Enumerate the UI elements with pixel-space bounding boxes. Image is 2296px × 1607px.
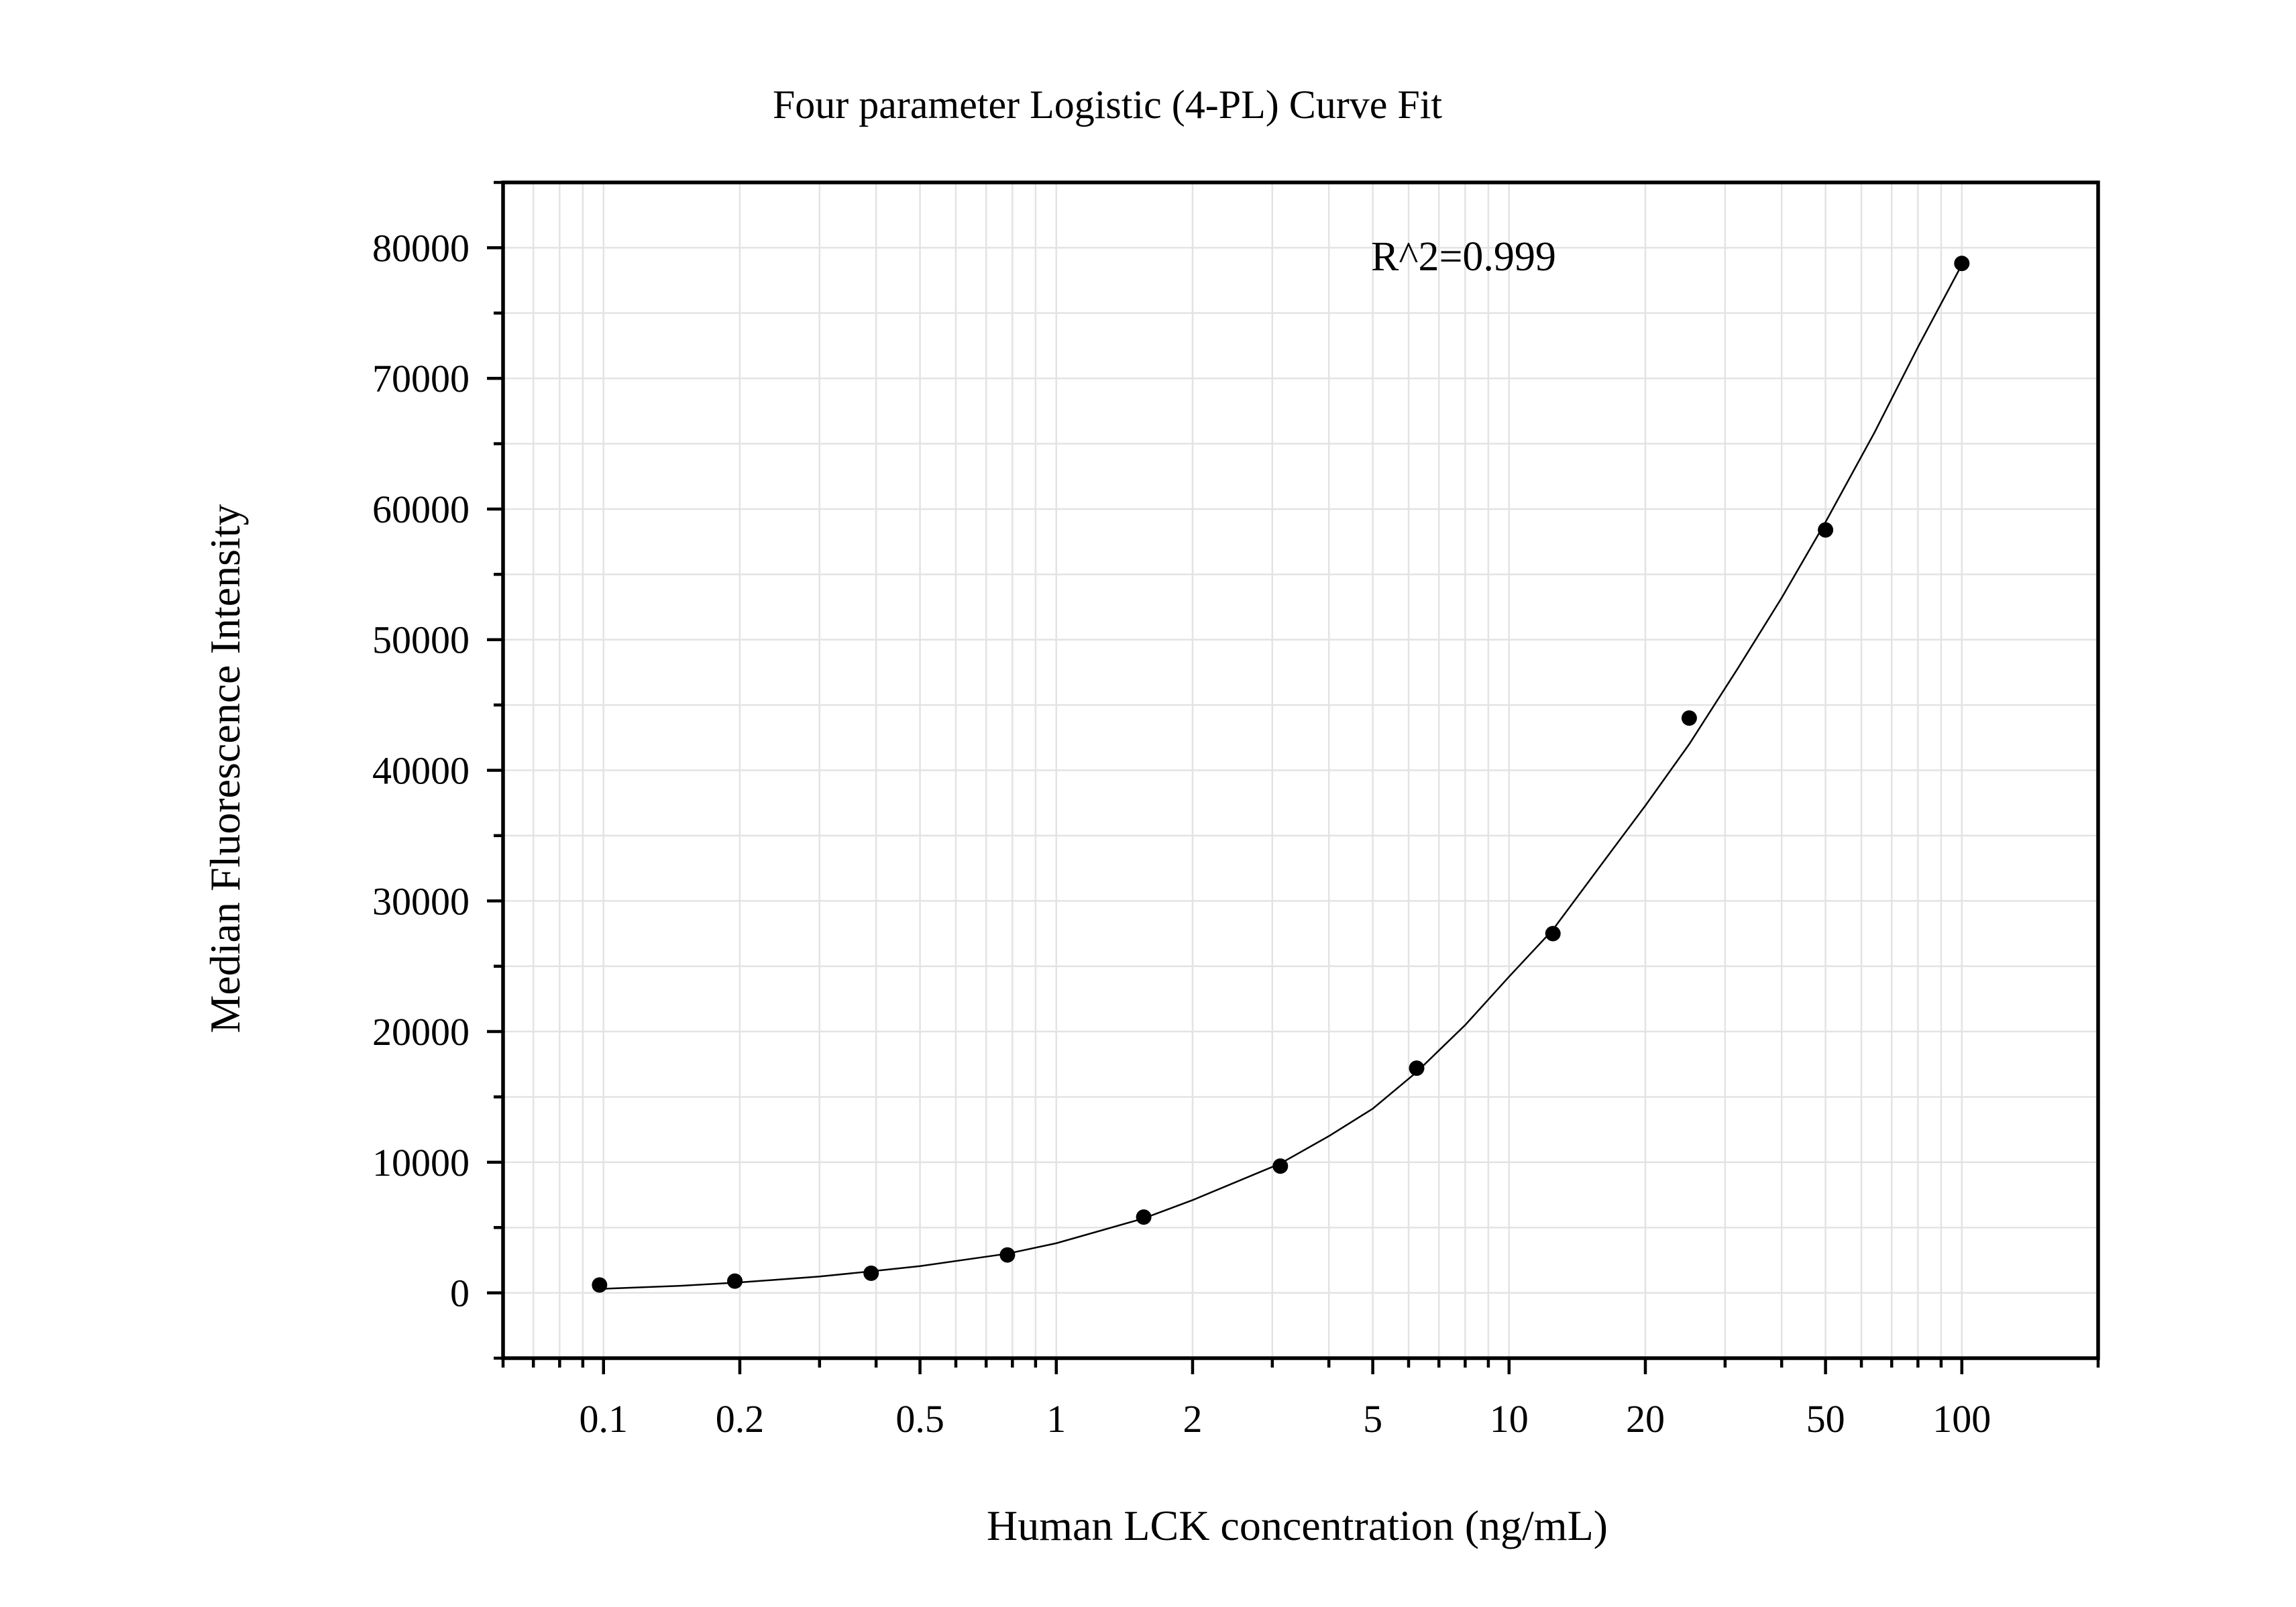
ticks-layer: [487, 180, 2100, 1374]
x-tick-label: 0.5: [895, 1397, 944, 1441]
y-tick-label: 70000: [372, 357, 470, 400]
data-point: [1818, 522, 1834, 538]
x-tick-label: 100: [1932, 1397, 1991, 1441]
y-tick-label: 80000: [372, 226, 470, 270]
chart-title: Four parameter Logistic (4-PL) Curve Fit: [773, 82, 1442, 127]
data-point: [1681, 710, 1697, 726]
y-tick-label: 10000: [372, 1141, 470, 1184]
data-point: [1545, 926, 1561, 942]
x-tick-label: 0.2: [716, 1397, 765, 1441]
x-tick-label: 1: [1046, 1397, 1066, 1441]
x-tick-label: 20: [1626, 1397, 1665, 1441]
y-tick-label: 30000: [372, 879, 470, 923]
y-tick-labels: 0 10000 20000 30000 40000 50000 60000 70000 8000…: [372, 226, 470, 1315]
y-axis-label: Median Fluorescence Intensity: [201, 504, 249, 1033]
y-tick-label: 0: [450, 1272, 470, 1315]
data-point: [1272, 1158, 1289, 1174]
x-tick-labels: 0.1 0.2 0.5 1 2 5 10 20 50 100: [580, 1397, 1991, 1441]
x-tick-label: 0.1: [580, 1397, 628, 1441]
y-tick-label: 50000: [372, 618, 470, 662]
x-tick-label: 10: [1490, 1397, 1529, 1441]
y-tick-label: 40000: [372, 749, 470, 793]
fit-curve: [599, 264, 1963, 1290]
r-squared-annotation: R^2=0.999: [1371, 234, 1556, 280]
x-tick-label: 2: [1183, 1397, 1202, 1441]
fit-curve-layer: [599, 264, 1963, 1290]
x-tick-label: 50: [1806, 1397, 1845, 1441]
y-tick-label: 20000: [372, 1010, 470, 1054]
x-tick-label: 5: [1363, 1397, 1382, 1441]
data-point: [592, 1277, 608, 1293]
data-point: [863, 1265, 879, 1281]
data-point: [1409, 1060, 1425, 1076]
y-tick-label: 60000: [372, 488, 470, 531]
grid-layer: [502, 181, 2099, 1360]
data-point: [1136, 1209, 1152, 1225]
data-point: [1954, 256, 1970, 272]
data-point: [999, 1247, 1016, 1263]
data-point: [727, 1273, 743, 1289]
data-points-layer: [592, 256, 1970, 1293]
x-axis-label: Human LCK concentration (ng/mL): [987, 1502, 1608, 1549]
